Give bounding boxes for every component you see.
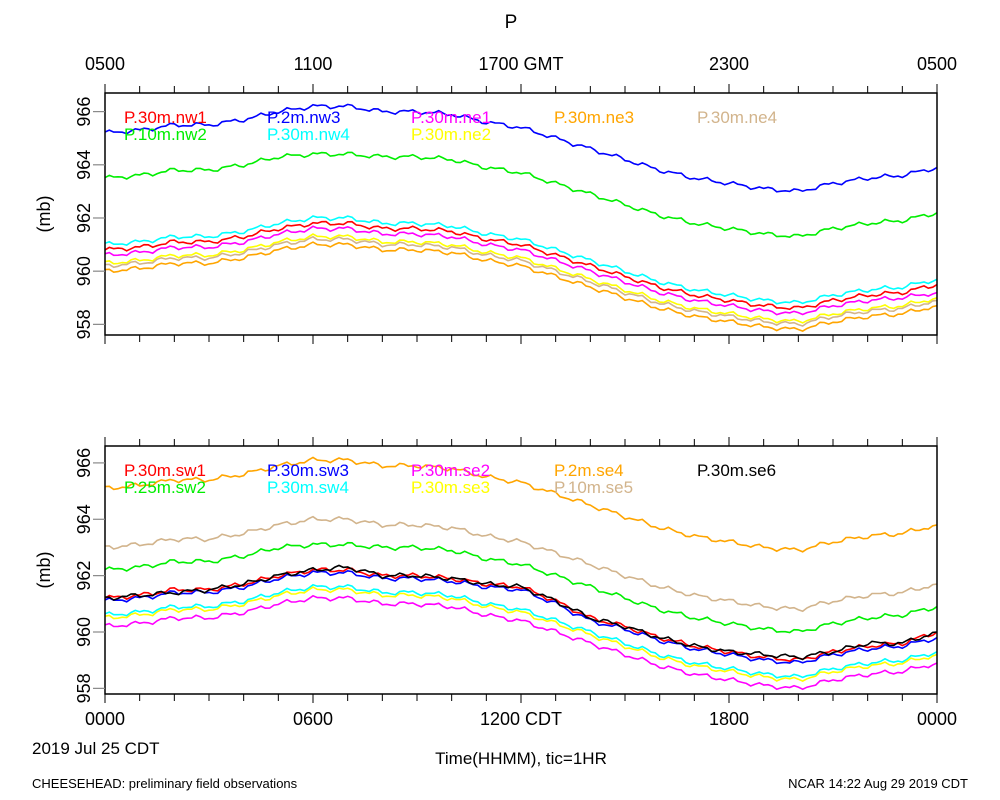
bottom-axis-label: 1800 (709, 709, 749, 729)
y-tick-label: 958 (74, 673, 94, 703)
legend-entry: P.30m.nw1 (124, 108, 207, 127)
legend-entry: P.30m.se6 (697, 461, 776, 480)
series-line-P.30m.se3 (105, 586, 937, 682)
bottom-axis-label: 0000 (917, 709, 957, 729)
date-label: 2019 Jul 25 CDT (32, 739, 160, 758)
series-line-P.30m.ne4 (105, 235, 937, 327)
series-line-P.10m.nw2 (105, 151, 937, 238)
series-line-P.30m.se6 (105, 564, 937, 661)
series-line-P.10m.se5 (105, 515, 937, 613)
y-axis-label: (mb) (34, 552, 54, 589)
top-axis-label: 0500 (917, 54, 957, 74)
top-axis-label: 1700 GMT (478, 54, 563, 74)
y-tick-label: 962 (74, 561, 94, 591)
y-tick-label: 962 (74, 203, 94, 233)
legend-entry: P.30m.sw1 (124, 461, 206, 480)
y-tick-label: 960 (74, 617, 94, 647)
series-line-P.30m.nw4 (105, 215, 937, 305)
bottom-axis-labels: 0000 0600 1200 CDT 1800 0000 (85, 709, 957, 729)
legend-entry: P.30m.ne2 (411, 125, 491, 144)
legend-entry: P.2m.nw3 (267, 108, 340, 127)
legend-entry: P.30m.sw3 (267, 461, 349, 480)
legend-entry: P.30m.nw4 (267, 125, 350, 144)
series-line-P.30m.ne2 (105, 233, 937, 324)
legend-entry: P.30m.se3 (411, 478, 490, 497)
y-tick-label: 964 (74, 150, 94, 180)
footer-right: NCAR 14:22 Aug 29 2019 CDT (788, 776, 968, 791)
plot-frame (104, 92, 938, 336)
plot-frame (104, 445, 938, 695)
series-line-P.30m.se2 (105, 594, 937, 691)
y-tick-label: 966 (74, 448, 94, 478)
bottom-axis-label: 0000 (85, 709, 125, 729)
top-axis-label: 1100 (294, 54, 333, 74)
y-tick-label: 960 (74, 256, 94, 286)
y-axis-label: (mb) (34, 196, 54, 233)
top-axis-label: 0500 (85, 54, 125, 74)
bottom-axis-label: 1200 CDT (480, 709, 562, 729)
legend-entry: P.30m.ne3 (554, 108, 634, 127)
legend-entry: P.25m.sw2 (124, 478, 206, 497)
top-axis-label: 2300 (709, 54, 749, 74)
series-line-P.25m.sw2 (105, 541, 937, 634)
series-line-P.30m.sw4 (105, 583, 937, 679)
series-line-P.30m.ne3 (105, 241, 937, 332)
series-line-P.30m.sw3 (105, 569, 937, 665)
legend-entry: P.30m.ne1 (411, 108, 491, 127)
y-tick-label: 966 (74, 97, 94, 127)
series-line-P.2m.se4 (105, 456, 937, 553)
legend-entry: P.2m.se4 (554, 461, 624, 480)
legend-entry: P.30m.sw4 (267, 478, 349, 497)
footer-left: CHEESEHEAD: preliminary field observatio… (32, 776, 298, 791)
series-line-P.30m.nw1 (105, 220, 937, 311)
top-axis-labels: 0500 1100 1700 GMT 2300 0500 (85, 54, 957, 74)
series-line-P.2m.nw3 (105, 103, 937, 193)
y-tick-label: 964 (74, 504, 94, 534)
legend-entry: P.10m.nw2 (124, 125, 207, 144)
x-axis-label: Time(HHMM), tic=1HR (435, 749, 607, 768)
chart-title: P (505, 12, 518, 33)
y-tick-label: 958 (74, 309, 94, 339)
legend-entry: P.10m.se5 (554, 478, 633, 497)
series-line-P.30m.ne1 (105, 225, 937, 316)
legend-entry: P.30m.ne4 (697, 108, 777, 127)
legend-entry: P.30m.se2 (411, 461, 490, 480)
bottom-axis-label: 0600 (293, 709, 333, 729)
